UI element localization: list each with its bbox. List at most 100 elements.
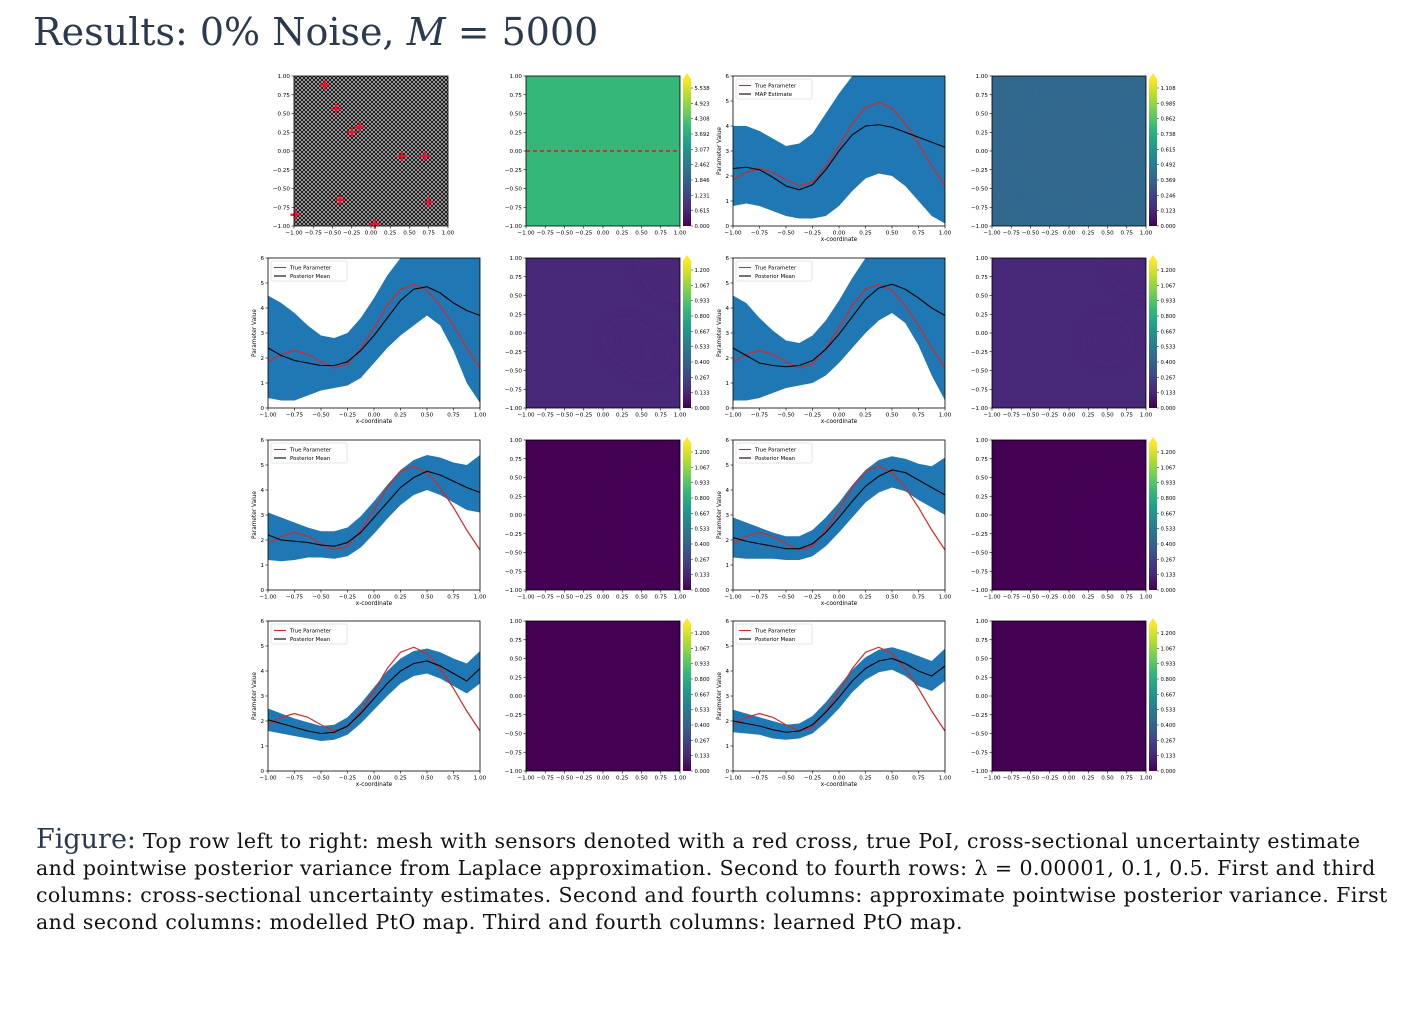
r3c1-xtick-label: 0.00 bbox=[368, 595, 381, 601]
r4c3-ylabel: Parameter Value bbox=[717, 672, 723, 720]
r3c1-ytick-label: 1 bbox=[260, 563, 264, 569]
r4c4-ytick-label: −1.00 bbox=[971, 769, 989, 775]
r2c2-xtick-label: 1.00 bbox=[674, 413, 687, 419]
r3c2-colorbar-label: 0.400 bbox=[695, 542, 711, 548]
r4c2-xtick-label: −0.50 bbox=[556, 776, 574, 782]
r2c3-xtick-label: −1.00 bbox=[724, 413, 742, 419]
r2c4-colorbar-label: 0.800 bbox=[1161, 314, 1177, 320]
r2c4-field-base bbox=[992, 258, 1146, 408]
mesh-sensor-cross bbox=[369, 218, 380, 229]
r4c3-legend: True Parameter Posterior Mean bbox=[735, 623, 813, 645]
r2c2-xtick-label: 0.25 bbox=[616, 413, 629, 419]
r3c3-ytick-label: 5 bbox=[725, 463, 729, 469]
r3c4-field bbox=[1074, 473, 1146, 587]
r4c2-colorbar bbox=[683, 624, 691, 771]
laplace-variance-xtick-label: −0.75 bbox=[1003, 231, 1021, 237]
r2c4-colorbar-extend bbox=[1149, 255, 1157, 261]
mesh-sensor-cross bbox=[335, 194, 346, 205]
map-estimate-legend: True Parameter MAP Estimate bbox=[735, 78, 813, 100]
r2c2-ytick-label: 0.75 bbox=[510, 275, 523, 281]
laplace-variance-colorbar-label: 0.615 bbox=[1161, 147, 1176, 153]
chart-r2c1: −1.00 −0.75 −0.50 −0.25 0.00 0.25 0.50 0.75 1.00… bbox=[252, 256, 487, 425]
r3c4-xtick-label: 1.00 bbox=[1140, 595, 1153, 601]
r4c2-xtick-label: 0.00 bbox=[597, 776, 610, 782]
mesh-sensor-cross bbox=[423, 197, 434, 207]
r3c1-xtick-label: −0.50 bbox=[312, 595, 330, 601]
mesh-ytick-label: 1.00 bbox=[278, 74, 291, 80]
r3c2-colorbar-label: 0.800 bbox=[695, 496, 711, 502]
r3c2-xtick-label: −0.25 bbox=[575, 595, 593, 601]
r3c3-legend-label: Posterior Mean bbox=[755, 456, 795, 462]
r3c2-colorbar-label: 0.933 bbox=[695, 481, 710, 487]
r3c4-colorbar-label: 1.067 bbox=[1161, 465, 1176, 471]
map-estimate-xlabel: x-coordinate bbox=[821, 237, 858, 243]
r2c4-ytick-label: −0.50 bbox=[971, 369, 989, 375]
r4c4-colorbar-label: 0.000 bbox=[1161, 769, 1177, 775]
r4c4-colorbar-label: 1.200 bbox=[1161, 631, 1177, 637]
mesh-sensor-cross bbox=[319, 80, 330, 90]
r2c2-colorbar-label: 0.800 bbox=[695, 314, 711, 320]
r2c4-xtick-label: 0.25 bbox=[1082, 413, 1095, 419]
r4c3-true-line bbox=[732, 646, 946, 732]
r2c4-colorbar-label: 0.667 bbox=[1161, 329, 1176, 335]
r2c3-ytick-label: 1 bbox=[725, 381, 729, 387]
laplace-variance-ytick-label: 0.00 bbox=[976, 149, 989, 155]
panel-r4c3: −1.00 −0.75 −0.50 −0.25 0.00 0.25 0.50 0.75 1.00… bbox=[717, 619, 952, 788]
laplace-variance-xtick-label: −1.00 bbox=[983, 231, 1001, 237]
r4c4-xtick-label: 0.50 bbox=[1101, 776, 1114, 782]
r2c4-field bbox=[1090, 258, 1146, 358]
r3c4-colorbar-label: 0.400 bbox=[1161, 542, 1177, 548]
true-poi-colorbar-label: 5.538 bbox=[695, 86, 711, 92]
r3c3-xtick-label: −1.00 bbox=[724, 595, 742, 601]
r2c4-ytick-label: 0.50 bbox=[976, 294, 989, 300]
true-poi-xtick-label: 1.00 bbox=[674, 231, 687, 237]
true-poi-colorbar-label: 3.692 bbox=[695, 132, 710, 138]
chart-r3c4: −1.00 −0.75 −0.50 −0.25 0.00 0.25 0.50 0.75 1.00… bbox=[971, 437, 1177, 601]
r2c2-xtick-label: −0.25 bbox=[575, 413, 593, 419]
r2c2-blob bbox=[611, 325, 641, 356]
laplace-variance-colorbar-label: 0.738 bbox=[1161, 132, 1177, 138]
r2c3-xtick-label: 0.75 bbox=[912, 413, 925, 419]
r3c4-colorbar-label: 0.133 bbox=[1161, 573, 1176, 579]
r2c1-legend: True Parameter Posterior Mean bbox=[270, 260, 348, 282]
r3c3-ytick-label: 0 bbox=[725, 588, 729, 594]
r2c4-colorbar bbox=[1149, 261, 1157, 408]
r3c2-xtick-label: −0.50 bbox=[556, 595, 574, 601]
chart-laplace-variance: −1.00 −0.75 −0.50 −0.25 0.00 0.25 0.50 0.75 1.00… bbox=[971, 73, 1177, 237]
r4c4-field-base bbox=[992, 621, 1146, 771]
r2c2-colorbar-label: 1.067 bbox=[695, 283, 710, 289]
r2c4-xtick-label: 0.50 bbox=[1101, 413, 1114, 419]
r4c3-ytick-label: 4 bbox=[725, 669, 729, 675]
r3c2-ytick-label: −0.50 bbox=[505, 551, 523, 557]
r3c3-legend-label: True Parameter bbox=[754, 448, 797, 454]
r3c1-xtick-label: −0.25 bbox=[339, 595, 357, 601]
r2c2-ytick-label: −0.50 bbox=[505, 369, 523, 375]
r3c2-colorbar bbox=[683, 443, 691, 590]
r3c1-ytick-label: 4 bbox=[260, 488, 264, 494]
r4c2-colorbar-label: 0.133 bbox=[695, 754, 710, 760]
true-poi-xtick-label: 0.25 bbox=[616, 231, 629, 237]
r3c3-ytick-label: 3 bbox=[725, 513, 729, 519]
mesh-sensor-cross bbox=[346, 127, 357, 138]
r2c3-legend-label: True Parameter bbox=[754, 266, 797, 272]
r3c1-legend-label: True Parameter bbox=[289, 448, 332, 454]
r4c2-colorbar-label: 0.800 bbox=[695, 677, 711, 683]
r4c4-ytick-label: 0.50 bbox=[976, 657, 989, 663]
r3c1-ytick-label: 5 bbox=[260, 463, 264, 469]
laplace-variance-ytick-label: 0.25 bbox=[976, 130, 989, 136]
map-estimate-ytick-label: 6 bbox=[725, 74, 729, 80]
r2c2-xtick-label: 0.50 bbox=[635, 413, 648, 419]
r4c3-estimate-line bbox=[732, 657, 946, 733]
mesh-xtick-label: 0.25 bbox=[384, 231, 397, 237]
r3c3-uncertainty-band bbox=[733, 456, 945, 560]
r3c3-xtick-label: 0.75 bbox=[912, 595, 925, 601]
laplace-variance-colorbar-label: 0.246 bbox=[1161, 193, 1177, 199]
true-poi-xtick-label: 0.50 bbox=[635, 231, 648, 237]
r2c4-xtick-label: −0.50 bbox=[1022, 413, 1040, 419]
panel-r3c4: −1.00 −0.75 −0.50 −0.25 0.00 0.25 0.50 0.75 1.00… bbox=[966, 437, 1178, 604]
r4c2-colorbar-label: 0.933 bbox=[695, 662, 710, 668]
r4c3-xlabel: x-coordinate bbox=[821, 782, 858, 788]
laplace-variance-xtick-label: 0.50 bbox=[1101, 231, 1114, 237]
r3c3-legend: True Parameter Posterior Mean bbox=[735, 442, 813, 464]
figure-caption: Figure: Top row left to right: mesh with… bbox=[36, 826, 1406, 936]
